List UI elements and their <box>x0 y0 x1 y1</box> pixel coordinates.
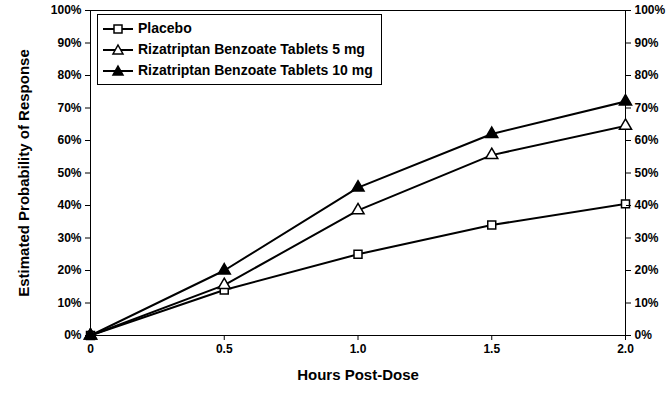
svg-text:90%: 90% <box>635 36 659 50</box>
svg-text:0.5: 0.5 <box>216 342 233 356</box>
svg-text:60%: 60% <box>635 133 659 147</box>
svg-text:2.0: 2.0 <box>617 342 634 356</box>
svg-text:80%: 80% <box>57 68 81 82</box>
svg-text:1.0: 1.0 <box>350 342 367 356</box>
svg-text:30%: 30% <box>635 231 659 245</box>
svg-text:90%: 90% <box>57 36 81 50</box>
svg-text:80%: 80% <box>635 68 659 82</box>
svg-text:50%: 50% <box>57 166 81 180</box>
svg-text:70%: 70% <box>635 101 659 115</box>
svg-text:10%: 10% <box>57 296 81 310</box>
svg-text:30%: 30% <box>57 231 81 245</box>
svg-text:1.5: 1.5 <box>483 342 500 356</box>
svg-text:0: 0 <box>87 342 94 356</box>
svg-text:70%: 70% <box>57 101 81 115</box>
html-text:Rizatriptan Benzoate Tablets 5: Rizatriptan Benzoate Tablets 5 mg <box>138 41 365 57</box>
svg-text:20%: 20% <box>57 263 81 277</box>
svg-text:Estimated Probability of Respo: Estimated Probability of Response <box>15 49 32 297</box>
svg-text:40%: 40% <box>57 198 81 212</box>
svg-text:100%: 100% <box>51 3 82 17</box>
svg-text:0%: 0% <box>64 328 82 342</box>
html-text:Placebo: Placebo <box>138 20 192 36</box>
svg-text:50%: 50% <box>635 166 659 180</box>
svg-text:60%: 60% <box>57 133 81 147</box>
svg-text:10%: 10% <box>635 296 659 310</box>
svg-text:100%: 100% <box>635 3 666 17</box>
svg-text:20%: 20% <box>635 263 659 277</box>
svg-text:0%: 0% <box>635 328 653 342</box>
svg-text:40%: 40% <box>635 198 659 212</box>
svg-text:Hours Post-Dose: Hours Post-Dose <box>297 366 419 383</box>
html-text:Rizatriptan Benzoate Tablets 1: Rizatriptan Benzoate Tablets 10 mg <box>138 62 373 78</box>
